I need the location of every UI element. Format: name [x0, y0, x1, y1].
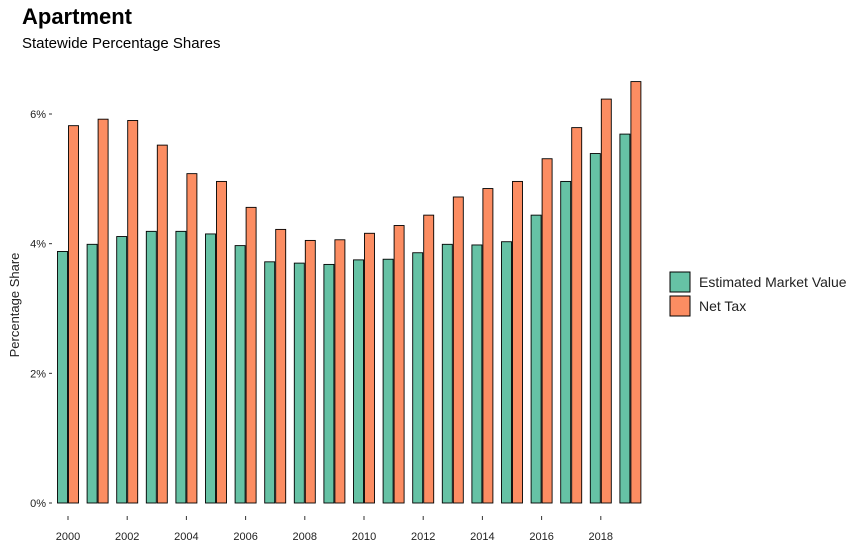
- legend-swatch-market-value: [669, 271, 691, 293]
- bar-market-value-2005: [205, 233, 216, 504]
- bar-net-tax-2018: [600, 98, 612, 504]
- bar-net-tax-2002: [127, 120, 139, 504]
- x-tick-label: 2012: [411, 531, 435, 543]
- y-tick-label: 2%: [30, 368, 46, 380]
- bar-market-value-2012: [412, 252, 424, 504]
- bar-net-tax-2010: [364, 232, 375, 504]
- bar-net-tax-2012: [423, 214, 435, 504]
- x-tick-label: 2010: [352, 531, 376, 543]
- bar-market-value-2000: [57, 250, 68, 504]
- bar-market-value-2002: [116, 236, 128, 504]
- y-tick-label: 0%: [30, 498, 46, 510]
- bar-net-tax-2016: [541, 158, 553, 504]
- bar-net-tax-2005: [216, 180, 227, 504]
- bar-market-value-2018: [589, 153, 601, 504]
- chart-title: Apartment: [22, 4, 133, 29]
- x-tick-label: 2006: [233, 531, 257, 543]
- bar-market-value-2008: [293, 262, 305, 504]
- legend-swatch-net-tax: [669, 295, 691, 317]
- bar-net-tax-2007: [275, 228, 287, 504]
- bar-market-value-2001: [86, 243, 98, 504]
- bars-group: [57, 81, 642, 504]
- legend-label-market-value: Estimated Market Value: [699, 274, 847, 290]
- bar-net-tax-2008: [304, 239, 316, 504]
- bar-net-tax-2003: [156, 144, 168, 504]
- bar-market-value-2014: [471, 244, 483, 504]
- legend-label-net-tax: Net Tax: [699, 298, 746, 314]
- x-tick-label: 2008: [293, 531, 317, 543]
- chart-subtitle: Statewide Percentage Shares: [22, 35, 221, 52]
- y-axis-title: Percentage Share: [7, 253, 22, 358]
- bar-market-value-2007: [264, 261, 276, 504]
- bar-market-value-2003: [145, 230, 157, 504]
- bar-net-tax-2009: [334, 239, 346, 504]
- x-tick-label: 2016: [529, 531, 553, 543]
- legend: Estimated Market Value Net Tax: [669, 271, 847, 317]
- y-axis: 0% 2% 4% 6%: [30, 109, 52, 510]
- bar-net-tax-2014: [482, 188, 494, 504]
- x-tick-label: 2000: [56, 531, 80, 543]
- y-tick-label: 6%: [30, 109, 46, 121]
- bar-market-value-2013: [441, 243, 453, 504]
- bar-market-value-2009: [323, 263, 335, 504]
- x-tick-label: 2004: [174, 531, 198, 543]
- bar-market-value-2017: [560, 180, 572, 504]
- x-tick-label: 2018: [589, 531, 613, 543]
- x-tick-label: 2014: [470, 531, 494, 543]
- bar-net-tax-2001: [97, 118, 109, 504]
- bar-market-value-2016: [530, 214, 542, 504]
- y-tick-label: 4%: [30, 239, 46, 251]
- bar-market-value-2015: [501, 241, 512, 504]
- bar-net-tax-2015: [512, 180, 523, 504]
- x-axis: 2000 2002 2004 2006 2008 2010 2012 2014 2016 2018: [56, 516, 613, 543]
- bar-net-tax-2013: [452, 196, 464, 504]
- bar-net-tax-2019: [630, 81, 642, 504]
- bar-market-value-2004: [175, 230, 187, 504]
- bar-net-tax-2006: [245, 206, 257, 504]
- bar-net-tax-2000: [68, 125, 79, 504]
- bar-market-value-2019: [619, 133, 631, 504]
- bar-net-tax-2004: [186, 173, 198, 504]
- bar-market-value-2006: [234, 245, 246, 504]
- bar-market-value-2011: [382, 258, 394, 504]
- bar-net-tax-2017: [571, 127, 583, 504]
- bar-net-tax-2011: [393, 225, 405, 504]
- bar-market-value-2010: [353, 259, 364, 504]
- x-tick-label: 2002: [115, 531, 139, 543]
